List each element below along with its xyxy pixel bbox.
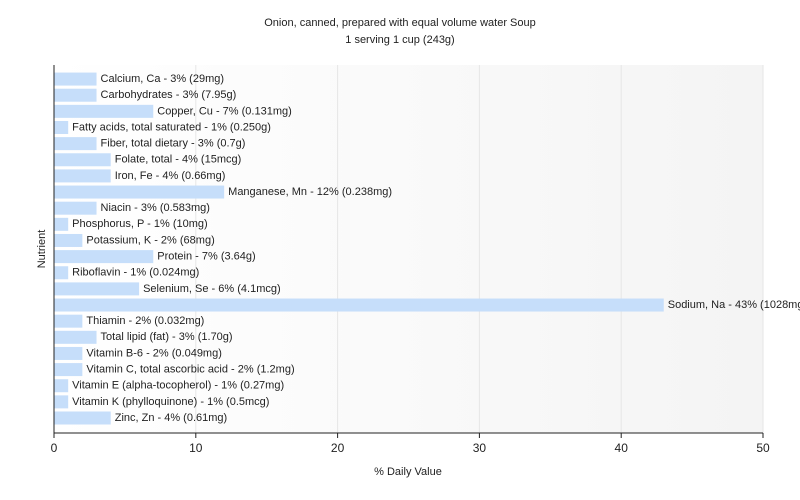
value-label: Potassium, K - 2% (68mg) [86, 234, 214, 246]
value-label: Iron, Fe - 4% (0.66mg) [115, 170, 226, 182]
x-axis-label: % Daily Value [374, 466, 442, 478]
bar [54, 185, 225, 199]
value-label: Selenium, Se - 6% (4.1mcg) [143, 283, 281, 295]
value-label: Total lipid (fat) - 3% (1.70g) [101, 331, 233, 343]
x-tick-label: 50 [756, 441, 770, 455]
bar [54, 379, 69, 393]
bar [54, 346, 83, 360]
bar [54, 153, 111, 167]
x-tick-label: 10 [189, 441, 203, 455]
bar [54, 363, 83, 377]
value-label: Vitamin C, total ascorbic acid - 2% (1.2… [86, 363, 294, 375]
x-tick-label: 40 [615, 441, 629, 455]
bar [54, 233, 83, 247]
value-label: Vitamin E (alpha-tocopherol) - 1% (0.27m… [72, 380, 284, 392]
bar [54, 201, 97, 215]
bar [54, 330, 97, 344]
x-tick-label: 30 [473, 441, 487, 455]
value-label: Vitamin B-6 - 2% (0.049mg) [86, 347, 222, 359]
value-label: Phosphorus, P - 1% (10mg) [72, 218, 208, 230]
value-label: Fatty acids, total saturated - 1% (0.250… [72, 121, 271, 133]
bar [54, 137, 97, 151]
y-axis-label: Nutrient [36, 230, 48, 269]
value-label: Fiber, total dietary - 3% (0.7g) [101, 138, 246, 150]
bar [54, 266, 69, 280]
bar [54, 411, 111, 425]
bar [54, 250, 154, 264]
value-label: Manganese, Mn - 12% (0.238mg) [228, 186, 392, 198]
bar [54, 395, 69, 409]
x-tick-label: 20 [331, 441, 345, 455]
bar [54, 314, 83, 328]
chart-title: Onion, canned, prepared with equal volum… [264, 17, 536, 29]
value-label: Folate, total - 4% (15mcg) [115, 154, 242, 166]
bar [54, 169, 111, 183]
value-label: Calcium, Ca - 3% (29mg) [101, 73, 224, 85]
bar [54, 72, 97, 86]
value-label: Zinc, Zn - 4% (0.61mg) [115, 412, 227, 424]
bars: Calcium, Ca - 3% (29mg) Carbohydrates - 3… [54, 72, 800, 425]
value-label: Vitamin K (phylloquinone) - 1% (0.5mcg) [72, 396, 269, 408]
value-label: Riboflavin - 1% (0.024mg) [72, 267, 199, 279]
chart-subtitle: 1 serving 1 cup (243g) [345, 34, 454, 46]
bar [54, 298, 664, 312]
value-label: Thiamin - 2% (0.032mg) [86, 315, 204, 327]
bar [54, 88, 97, 102]
plot-area [54, 65, 763, 433]
value-label: Niacin - 3% (0.583mg) [101, 202, 210, 214]
value-label: Copper, Cu - 7% (0.131mg) [157, 105, 292, 117]
bar [54, 282, 140, 296]
value-label: Protein - 7% (3.64g) [157, 251, 255, 263]
bar [54, 120, 69, 134]
bar [54, 217, 69, 231]
value-label: Sodium, Na - 43% (1028mg) [668, 299, 800, 311]
bar [54, 104, 154, 118]
grid: 0 10 20 30 40 50 [51, 65, 770, 455]
value-label: Carbohydrates - 3% (7.95g) [101, 89, 237, 101]
x-tick-label: 0 [51, 441, 58, 455]
